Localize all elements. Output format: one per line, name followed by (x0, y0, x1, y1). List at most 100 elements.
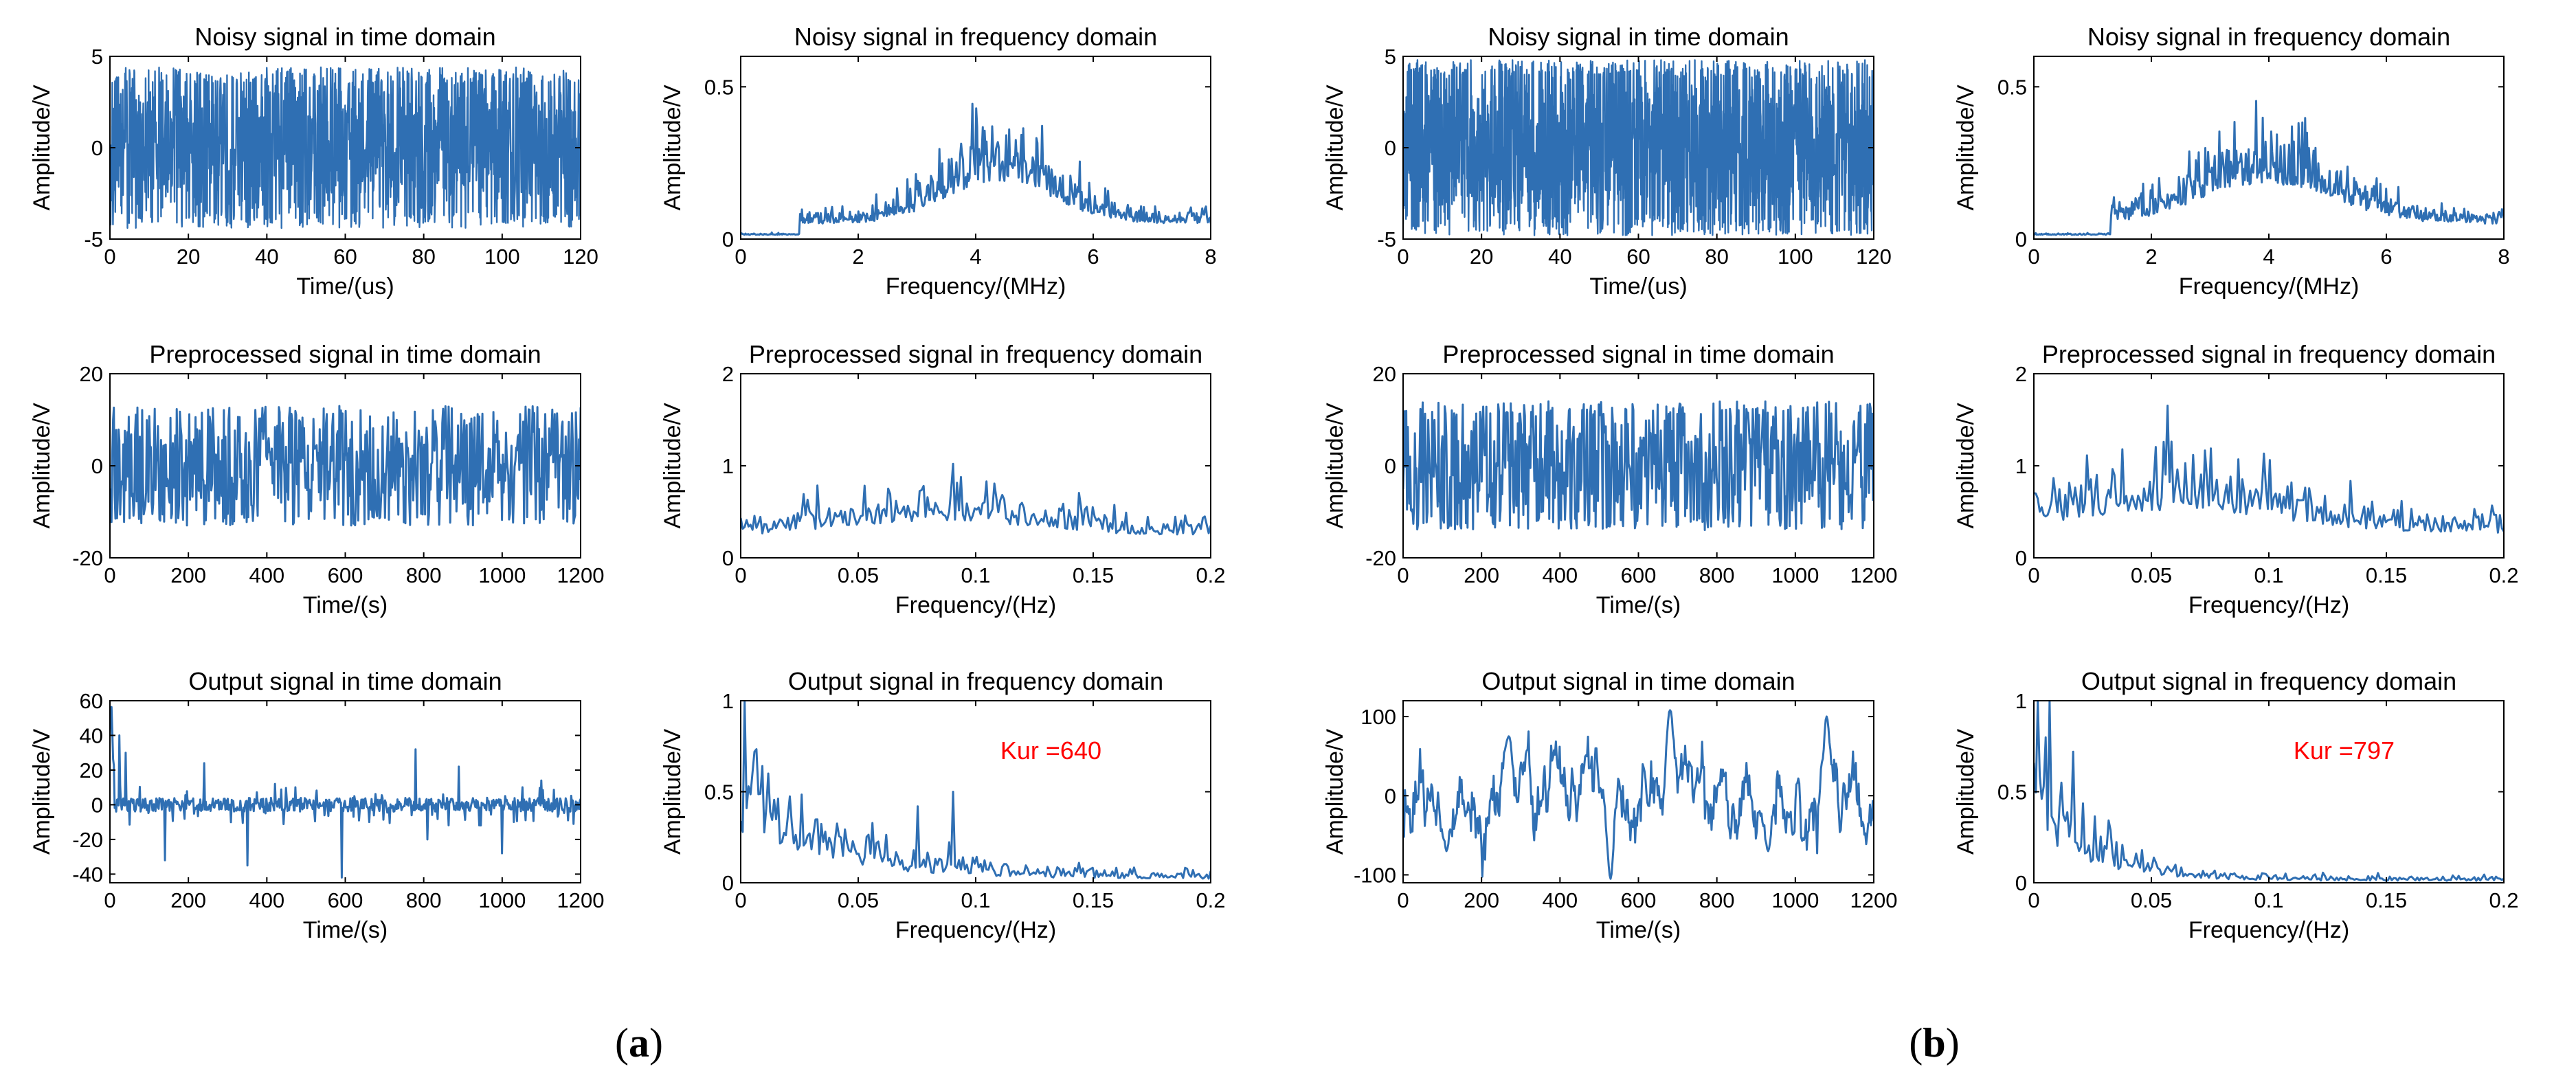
y-tick-label: 0.5 (704, 780, 734, 804)
x-tick-label: 600 (1621, 888, 1657, 912)
x-tick-label: 400 (249, 888, 284, 912)
x-tick-label: 200 (1464, 888, 1499, 912)
panel-label-a-text: a (629, 1020, 649, 1066)
x-tick-label: 0.15 (1073, 888, 1114, 912)
y-axis-label: Amplitude/V (1322, 84, 1348, 211)
y-axis-label: Amplitude/V (29, 403, 55, 529)
series-line (110, 405, 581, 527)
x-axis-label: Frequency/(Hz) (895, 592, 1056, 618)
x-tick-label: 80 (412, 245, 435, 269)
svg-text:(b): (b) (1909, 1020, 1959, 1066)
x-tick-label: 800 (1699, 888, 1735, 912)
kurtosis-annotation: Kur =797 (2294, 736, 2395, 765)
x-tick-label: 0.2 (2489, 563, 2518, 587)
y-tick-label: 1 (2015, 689, 2027, 713)
chart-title: Noisy signal in time domain (1488, 23, 1789, 51)
x-axis-label: Frequency/(Hz) (2188, 917, 2349, 943)
chart-title: Noisy signal in time domain (194, 23, 495, 51)
x-tick-label: 20 (1470, 245, 1493, 269)
x-tick-label: 800 (1699, 563, 1735, 587)
x-tick-label: 0.05 (2131, 888, 2172, 912)
chart-title: Output signal in time domain (188, 667, 502, 695)
chart-title: Preprocessed signal in time domain (149, 340, 541, 368)
y-tick-label: 100 (1360, 705, 1396, 729)
x-tick-label: 1200 (557, 888, 605, 912)
x-tick-label: 0 (1397, 563, 1409, 587)
y-tick-label: 0.5 (1997, 780, 2027, 804)
y-axis-label: Amplitude/V (660, 84, 686, 211)
chart-title: Noisy signal in frequency domain (2087, 23, 2450, 51)
x-tick-label: 1000 (478, 563, 526, 587)
chart-b-pre-time: Preprocessed signal in time domain 0 200 40… (1322, 340, 1897, 618)
x-tick-label: 0 (1397, 888, 1409, 912)
x-tick-label: 100 (484, 245, 520, 269)
y-tick-label: 1 (2015, 454, 2027, 478)
series-line (741, 462, 1211, 536)
chart-title: Preprocessed signal in time domain (1442, 340, 1834, 368)
y-tick-label: -20 (72, 546, 103, 570)
x-tick-label: 4 (970, 245, 981, 269)
svg-text:(a): (a) (615, 1020, 663, 1066)
x-tick-label: 0.2 (1196, 888, 1225, 912)
series-line (110, 706, 581, 879)
x-tick-label: 600 (1621, 563, 1657, 587)
chart-title: Preprocessed signal in frequency domain (749, 340, 1202, 368)
chart-a-pre-freq: Preprocessed signal in frequency domain 0… (660, 340, 1226, 618)
y-tick-label: 20 (80, 362, 103, 386)
x-tick-label: 0 (2028, 888, 2039, 912)
y-tick-label: 0 (2015, 227, 2027, 251)
x-tick-label: 0.15 (2366, 888, 2407, 912)
x-axis-label: Time/(s) (303, 592, 388, 618)
y-tick-label: 0 (2015, 546, 2027, 570)
y-tick-label: 20 (80, 758, 103, 782)
y-axis-label: Amplitude/V (1322, 729, 1348, 855)
x-axis-label: Time/(s) (1596, 592, 1681, 618)
y-tick-label: 1 (722, 454, 734, 478)
x-tick-label: 0.2 (2489, 888, 2518, 912)
y-tick-label: 2 (722, 362, 734, 386)
x-tick-label: 60 (333, 245, 357, 269)
x-tick-label: 60 (1626, 245, 1650, 269)
chart-title: Preprocessed signal in frequency domain (2042, 340, 2496, 368)
x-tick-label: 200 (170, 563, 206, 587)
x-axis-label: Frequency/(MHz) (886, 273, 1066, 300)
y-tick-label: 0 (722, 227, 734, 251)
x-tick-label: 2 (852, 245, 864, 269)
chart-title: Output signal in frequency domain (2081, 667, 2456, 695)
chart-a-out-freq: Output signal in frequency domain 0 0.05 0.… (660, 667, 1226, 943)
x-tick-label: 800 (406, 563, 442, 587)
y-tick-label: 0 (1385, 784, 1396, 808)
x-axis-label: Time/(us) (296, 273, 394, 300)
x-tick-label: 400 (1542, 563, 1578, 587)
x-tick-label: 600 (328, 888, 363, 912)
x-tick-label: 4 (2263, 245, 2274, 269)
y-tick-label: -5 (1377, 227, 1396, 251)
x-tick-label: 1000 (1771, 888, 1819, 912)
x-tick-label: 1200 (1850, 563, 1898, 587)
y-tick-label: 0 (1385, 454, 1396, 478)
y-axis-label: Amplitude/V (1953, 403, 1979, 529)
x-tick-label: 200 (1464, 563, 1499, 587)
x-axis-label: Frequency/(MHz) (2179, 273, 2360, 300)
x-tick-label: 400 (249, 563, 284, 587)
series-line (2034, 100, 2504, 236)
x-tick-label: 6 (2380, 245, 2392, 269)
x-tick-label: 1200 (1850, 888, 1898, 912)
chart-b-out-time: Output signal in time domain 0 200 400 600 80… (1322, 667, 1897, 943)
x-tick-label: 8 (2498, 245, 2509, 269)
y-tick-label: 60 (80, 689, 103, 713)
series-line (1403, 709, 1874, 880)
chart-b-noisy-time: Noisy signal in time domain 0 20 40 60 80 100 1… (1322, 23, 1892, 300)
x-tick-label: 0 (2028, 563, 2039, 587)
y-axis-label: Amplitude/V (1953, 729, 1979, 855)
series-line (2034, 405, 2504, 534)
y-tick-label: 0 (722, 871, 734, 895)
chart-title: Noisy signal in frequency domain (794, 23, 1157, 51)
chart-b-noisy-freq: Noisy signal in frequency domain 0 2 4 6 8 0 0.… (1953, 23, 2510, 300)
x-tick-label: 0.15 (2366, 563, 2407, 587)
x-tick-label: 400 (1542, 888, 1578, 912)
y-tick-label: 0 (91, 793, 103, 817)
y-axis-label: Amplitude/V (660, 403, 686, 529)
